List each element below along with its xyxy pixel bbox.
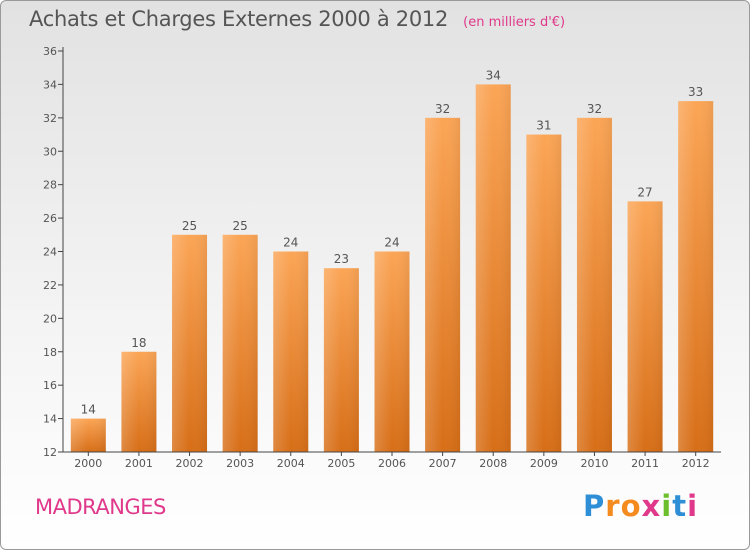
x-tick-label-2000: 2000 xyxy=(74,457,102,470)
value-label-2001: 18 xyxy=(131,336,146,350)
value-label-2007: 32 xyxy=(435,102,450,116)
bar-shine-2000 xyxy=(70,418,106,452)
x-tick-label-2004: 2004 xyxy=(277,457,305,470)
logo-letter: t xyxy=(672,489,688,523)
y-tick-label-18: 18 xyxy=(43,346,57,359)
logo-letter: x xyxy=(641,489,662,523)
x-tick-label-2010: 2010 xyxy=(580,457,608,470)
x-tick-label-2009: 2009 xyxy=(530,457,558,470)
bar-shine-2003 xyxy=(222,234,258,452)
value-label-2011: 27 xyxy=(637,185,652,199)
logo-letter: i xyxy=(687,489,699,523)
x-tick-label-2012: 2012 xyxy=(682,457,710,470)
value-label-2008: 34 xyxy=(486,68,501,82)
y-tick-label-14: 14 xyxy=(43,413,57,426)
logo-letter: i xyxy=(661,489,673,523)
value-label-2004: 24 xyxy=(283,236,298,250)
logo-letter: r xyxy=(605,489,621,523)
y-tick-label-12: 12 xyxy=(43,446,57,459)
y-tick-label-24: 24 xyxy=(43,246,57,259)
bar-shine-2009 xyxy=(526,134,562,452)
x-tick-label-2001: 2001 xyxy=(125,457,153,470)
y-tick-label-22: 22 xyxy=(43,279,57,292)
value-label-2012: 33 xyxy=(688,85,703,99)
value-label-2006: 24 xyxy=(384,236,399,250)
bar-shine-2006 xyxy=(374,251,410,452)
value-label-2003: 25 xyxy=(233,219,248,233)
x-tick-label-2006: 2006 xyxy=(378,457,406,470)
y-tick-label-20: 20 xyxy=(43,312,57,325)
value-label-2010: 32 xyxy=(587,102,602,116)
bar-shine-2010 xyxy=(576,117,612,452)
bar-shine-2001 xyxy=(121,351,157,452)
chart-unit: (en milliers d'€) xyxy=(463,15,566,30)
bar-shine-2002 xyxy=(172,234,208,452)
value-label-2009: 31 xyxy=(536,119,551,133)
x-tick-label-2007: 2007 xyxy=(429,457,457,470)
chart-title: Achats et Charges Externes 2000 à 2012 xyxy=(29,7,449,31)
commune-name: MADRANGES xyxy=(35,495,166,519)
y-tick-label-28: 28 xyxy=(43,179,57,192)
bar-shine-2008 xyxy=(475,84,511,453)
x-tick-label-2005: 2005 xyxy=(327,457,355,470)
value-label-2002: 25 xyxy=(182,219,197,233)
y-tick-label-32: 32 xyxy=(43,112,57,125)
logo-letter: o xyxy=(620,489,642,523)
y-tick-label-30: 30 xyxy=(43,145,57,158)
bar-shine-2004 xyxy=(273,251,309,452)
y-tick-label-26: 26 xyxy=(43,212,57,225)
value-label-2005: 23 xyxy=(334,252,349,266)
bar-shine-2005 xyxy=(323,268,359,452)
logo-letter: P xyxy=(583,489,606,523)
y-tick-label-16: 16 xyxy=(43,379,57,392)
bar-shine-2007 xyxy=(425,117,461,452)
x-tick-label-2003: 2003 xyxy=(226,457,254,470)
x-tick-label-2011: 2011 xyxy=(631,457,659,470)
y-tick-label-34: 34 xyxy=(43,78,57,91)
x-tick-label-2002: 2002 xyxy=(176,457,204,470)
proxiti-logo: Proxiti xyxy=(583,489,698,523)
x-tick-label-2008: 2008 xyxy=(479,457,507,470)
chart-title-block: Achats et Charges Externes 2000 à 2012 (… xyxy=(29,7,565,31)
value-label-2000: 14 xyxy=(81,403,96,417)
bar-shine-2012 xyxy=(678,101,714,452)
bar-shine-2011 xyxy=(627,201,663,452)
y-tick-label-36: 36 xyxy=(43,45,57,58)
